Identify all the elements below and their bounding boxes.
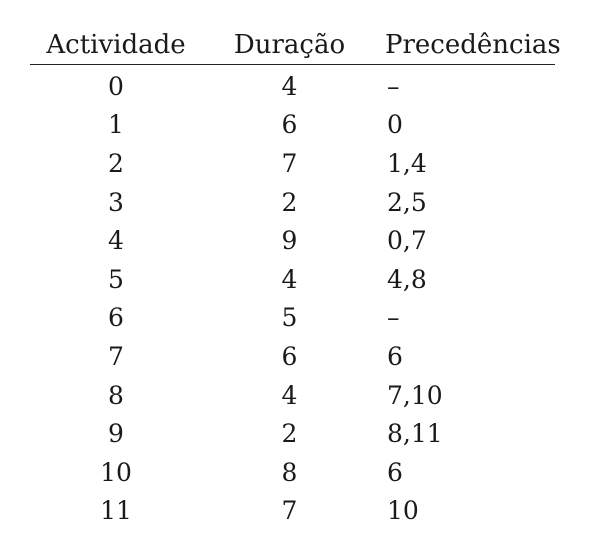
cell-actividade: 4 bbox=[108, 226, 124, 256]
cell-precedencias: 6 bbox=[387, 457, 403, 487]
table-row: 1 6 0 bbox=[30, 106, 555, 145]
cell-precedencias: 4,8 bbox=[387, 264, 427, 294]
cell-precedencias: – bbox=[387, 71, 400, 101]
cell-duracao: 7 bbox=[281, 148, 298, 178]
cell-duracao: 2 bbox=[281, 187, 298, 217]
cell-duracao: 4 bbox=[281, 71, 298, 101]
cell-actividade: 5 bbox=[108, 264, 124, 294]
cell-actividade: 1 bbox=[108, 110, 124, 140]
cell-duracao: 4 bbox=[281, 264, 298, 294]
cell-duracao: 8 bbox=[281, 457, 298, 487]
cell-precedencias: 1,4 bbox=[387, 148, 427, 178]
cell-precedencias: 0,7 bbox=[387, 226, 427, 256]
header-actividade: Actividade bbox=[30, 18, 202, 65]
cell-precedencias: 7,10 bbox=[387, 380, 443, 410]
cell-actividade: 0 bbox=[108, 71, 124, 101]
header-duracao: Duração bbox=[202, 18, 377, 65]
table-body: 0 4 – 1 6 0 2 7 1,4 3 2 2,5 4 9 bbox=[30, 65, 555, 531]
cell-precedencias: 10 bbox=[387, 496, 419, 526]
table-header: Actividade Duração Precedências bbox=[30, 18, 561, 65]
cell-duracao: 4 bbox=[281, 380, 298, 410]
table-row: 0 4 – bbox=[30, 65, 555, 106]
header-precedencias: Precedências bbox=[377, 18, 561, 65]
cell-precedencias: – bbox=[387, 303, 400, 333]
table-row: 6 5 – bbox=[30, 299, 555, 338]
cell-duracao: 7 bbox=[281, 496, 298, 526]
cell-actividade: 2 bbox=[108, 148, 124, 178]
cell-duracao: 2 bbox=[281, 419, 298, 449]
cell-actividade: 3 bbox=[108, 187, 124, 217]
table-row: 8 4 7,10 bbox=[30, 376, 555, 415]
activity-table: Actividade Duração Precedências 0 4 – 1 … bbox=[30, 18, 561, 531]
table-row: 3 2 2,5 bbox=[30, 183, 555, 222]
cell-actividade: 9 bbox=[108, 419, 124, 449]
cell-actividade: 10 bbox=[100, 457, 132, 487]
activity-table-container: Actividade Duração Precedências 0 4 – 1 … bbox=[30, 18, 561, 531]
cell-precedencias: 8,11 bbox=[387, 419, 443, 449]
cell-actividade: 6 bbox=[108, 303, 124, 333]
cell-actividade: 11 bbox=[100, 496, 132, 526]
cell-duracao: 6 bbox=[281, 110, 298, 140]
table-row: 7 6 6 bbox=[30, 337, 555, 376]
header-row: Actividade Duração Precedências bbox=[30, 18, 561, 65]
cell-actividade: 8 bbox=[108, 380, 124, 410]
table-row: 2 7 1,4 bbox=[30, 144, 555, 183]
cell-duracao: 9 bbox=[281, 226, 298, 256]
table-row: 11 7 10 bbox=[30, 492, 555, 531]
cell-precedencias: 0 bbox=[387, 110, 403, 140]
cell-actividade: 7 bbox=[108, 341, 124, 371]
table-row: 4 9 0,7 bbox=[30, 221, 555, 260]
cell-precedencias: 2,5 bbox=[387, 187, 427, 217]
table-row: 5 4 4,8 bbox=[30, 260, 555, 299]
table-row: 10 8 6 bbox=[30, 453, 555, 492]
cell-duracao: 5 bbox=[281, 303, 298, 333]
cell-precedencias: 6 bbox=[387, 341, 403, 371]
table-row: 9 2 8,11 bbox=[30, 414, 555, 453]
cell-duracao: 6 bbox=[281, 341, 298, 371]
